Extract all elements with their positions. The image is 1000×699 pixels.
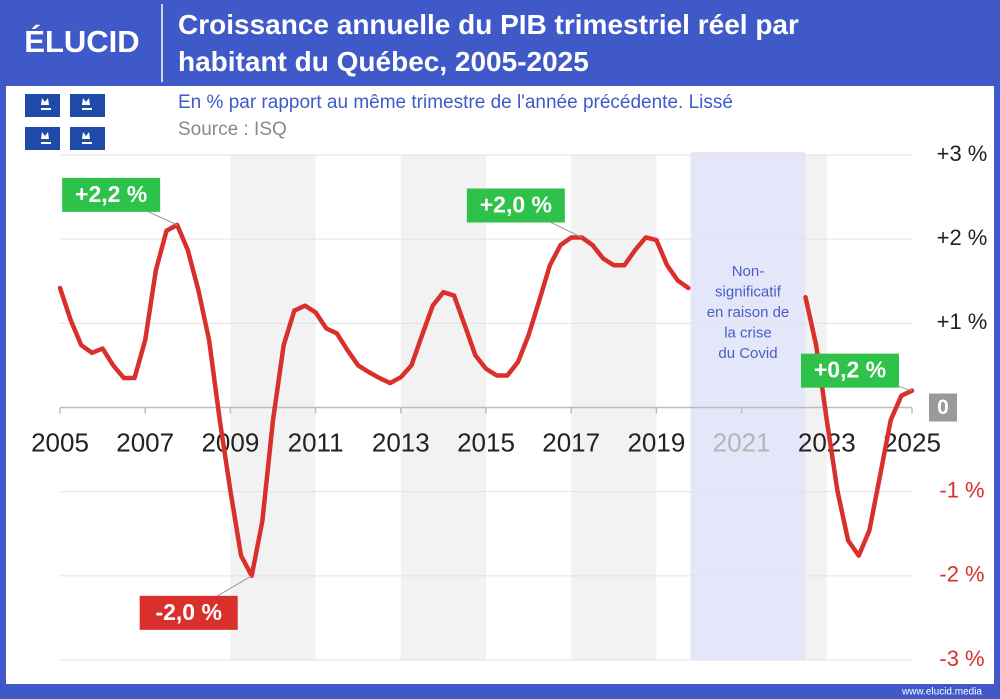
value-label-box <box>62 177 161 212</box>
value-label-box <box>801 353 899 388</box>
x-tick-label: 2021 <box>713 427 771 457</box>
value-label: +2,0 % <box>480 192 552 218</box>
chart-source: Source : ISQ <box>178 119 287 140</box>
x-tick-label: 2019 <box>627 427 685 457</box>
y-tick-label: +2 % <box>937 225 988 250</box>
x-tick-label: 2015 <box>457 427 515 457</box>
footer-credit: www.elucid.media <box>901 687 982 698</box>
covid-note: la crise <box>724 324 772 341</box>
y-tick-label: +1 % <box>937 309 988 334</box>
x-tick-label: 2009 <box>201 427 259 457</box>
zero-label-box <box>929 393 957 422</box>
covid-shade <box>690 152 806 660</box>
y-tick-label: 0 <box>937 396 949 419</box>
value-label: +0,2 % <box>814 357 886 383</box>
x-tick-label: 2025 <box>883 427 941 457</box>
y-tick-label: -2 % <box>939 562 984 587</box>
y-tick-label: -1 % <box>939 477 984 502</box>
covid-note: en raison de <box>707 304 790 321</box>
y-tick-label: +3 % <box>937 141 988 166</box>
quebec-flag <box>25 94 105 150</box>
covid-note: Non- <box>732 263 765 280</box>
value-label-box <box>466 188 565 223</box>
value-label: -2,0 % <box>155 599 221 625</box>
x-tick-label: 2007 <box>116 427 174 457</box>
x-tick-label: 2011 <box>288 427 344 457</box>
brand-logo: ÉLUCID <box>24 24 139 59</box>
data-line <box>57 222 915 579</box>
plot-area: Non-significatif en raison de la crise du C… <box>31 141 987 671</box>
chart-title: Croissance annuelle du PIB trimestriel r… <box>178 9 799 77</box>
value-label-box <box>139 595 238 630</box>
y-tick-label: -3 % <box>939 646 984 671</box>
value-label: +2,2 % <box>75 181 147 207</box>
covid-note: du Covid <box>718 345 777 362</box>
x-tick-label: 2005 <box>31 427 89 457</box>
covid-note: significatif <box>715 283 782 300</box>
x-tick-label: 2013 <box>372 427 430 457</box>
x-tick-label: 2017 <box>542 427 600 457</box>
chart-subtitle: En % par rapport au même trimestre de l'… <box>178 92 733 113</box>
